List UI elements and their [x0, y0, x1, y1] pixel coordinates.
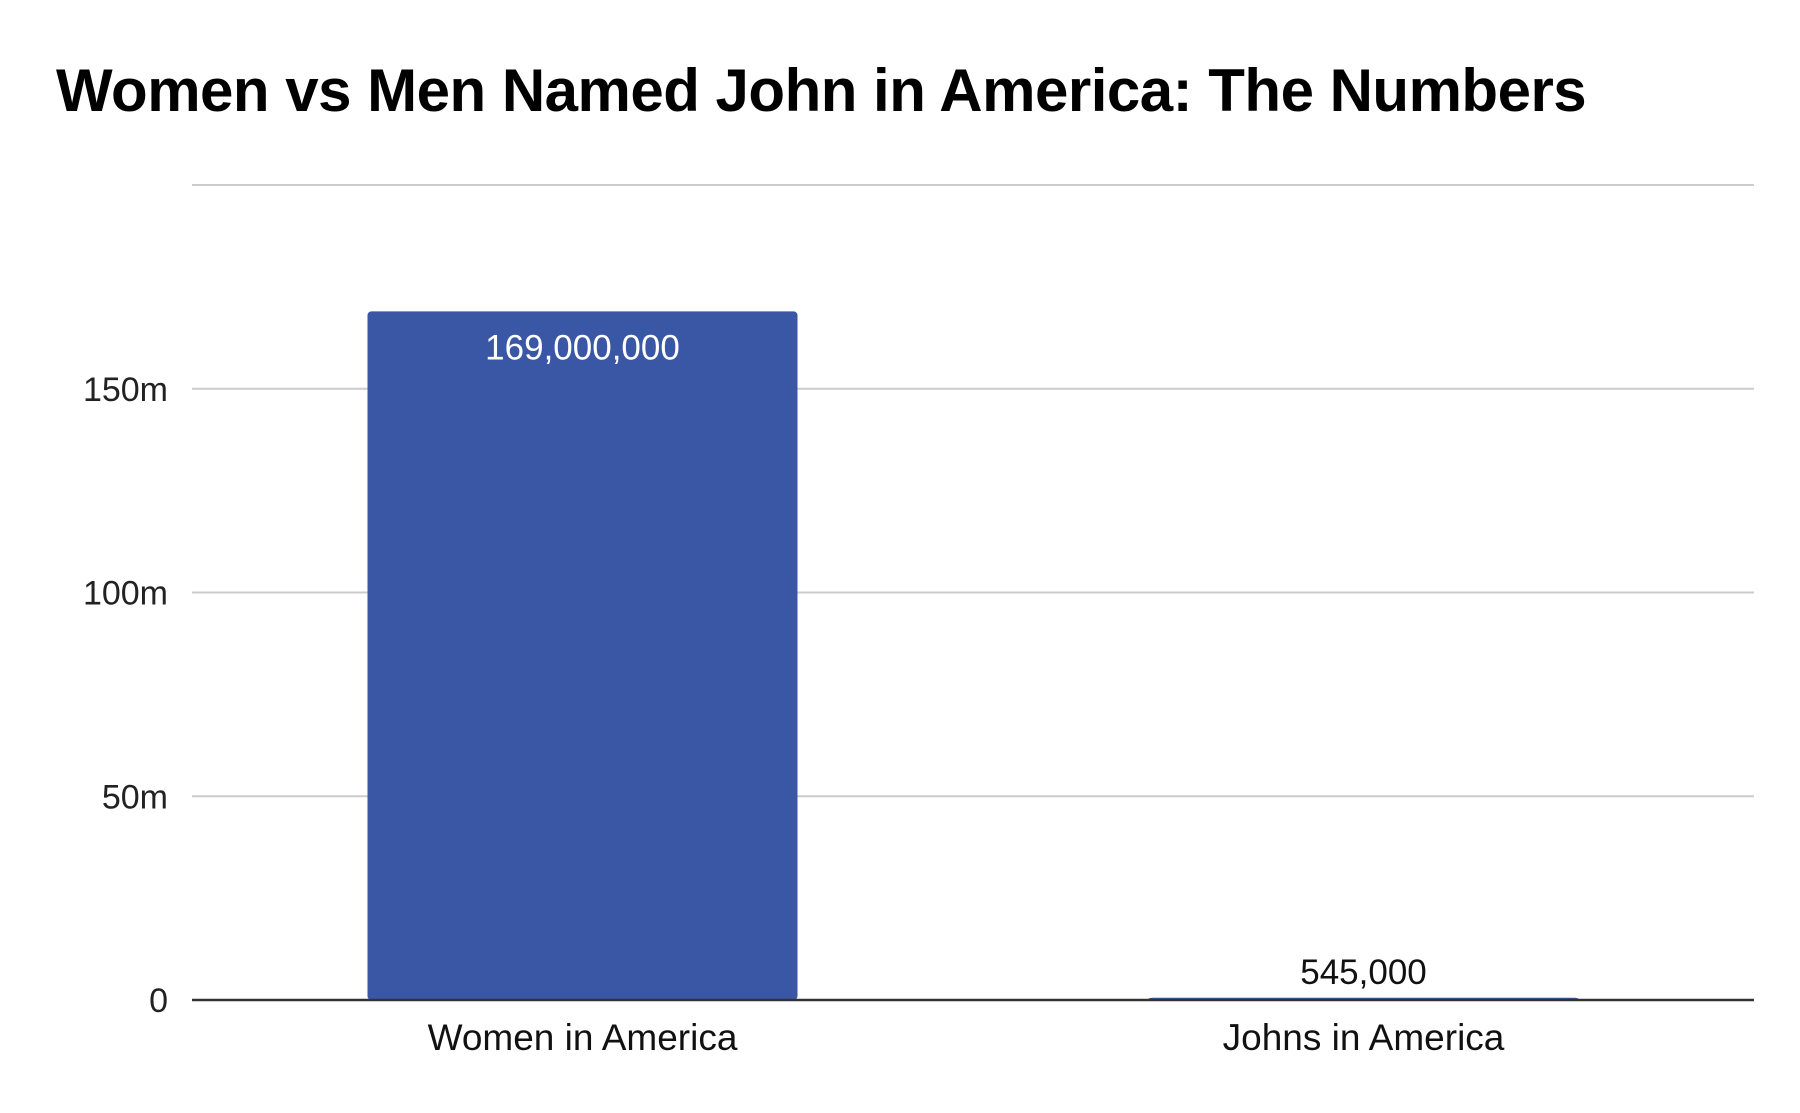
data-label: 545,000	[1300, 953, 1427, 992]
y-tick-label: 0	[149, 982, 168, 1020]
y-tick-label: 100m	[83, 575, 168, 613]
data-label: 169,000,000	[485, 328, 680, 367]
y-tick-label: 50m	[102, 778, 168, 816]
x-category-label: Johns in America	[1223, 1017, 1505, 1058]
x-category-label: Women in America	[428, 1017, 738, 1058]
y-tick-label: 150m	[83, 371, 168, 409]
bar	[367, 311, 798, 1000]
chart-title: Women vs Men Named John in America: The …	[56, 57, 1587, 124]
